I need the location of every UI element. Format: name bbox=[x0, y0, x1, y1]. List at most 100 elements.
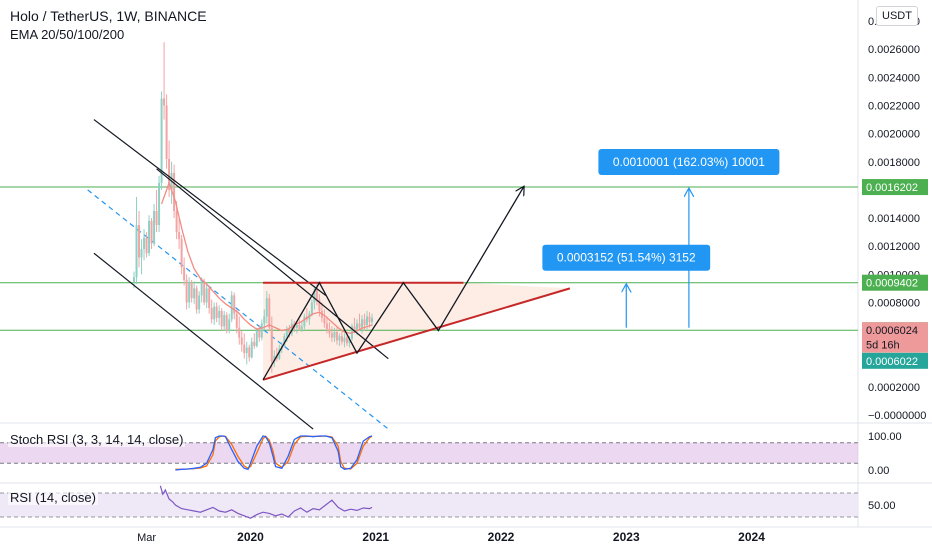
candle bbox=[233, 292, 236, 320]
candle bbox=[178, 218, 181, 249]
x-tick-label: 2024 bbox=[738, 530, 765, 544]
candle bbox=[220, 308, 223, 331]
candle-body bbox=[360, 319, 363, 328]
y-tick-label: 0.0024000 bbox=[868, 72, 920, 84]
candle-body bbox=[240, 337, 243, 345]
candle bbox=[195, 285, 198, 314]
rsi-line bbox=[159, 485, 373, 519]
candle bbox=[333, 327, 336, 342]
candle bbox=[260, 319, 263, 341]
projection-zigzag bbox=[262, 187, 524, 381]
x-tick-label: 2023 bbox=[613, 530, 640, 544]
candle bbox=[253, 333, 256, 349]
candle bbox=[343, 333, 346, 348]
candle-body bbox=[163, 98, 166, 106]
candle-body bbox=[345, 337, 348, 344]
candle bbox=[198, 291, 201, 314]
candle bbox=[355, 319, 358, 335]
candle bbox=[335, 326, 338, 345]
y-tick-label: 0.0020000 bbox=[868, 129, 920, 141]
candle bbox=[145, 232, 148, 258]
candle bbox=[140, 239, 143, 275]
candle-body bbox=[138, 225, 141, 258]
candle-body bbox=[148, 220, 151, 254]
price-badge-text: 0.0006022 bbox=[866, 356, 918, 368]
candle bbox=[283, 333, 286, 348]
currency-button[interactable]: USDT bbox=[876, 6, 918, 26]
candle-body bbox=[365, 316, 368, 325]
candle bbox=[230, 291, 233, 323]
level-badge-box bbox=[862, 179, 928, 196]
measure-label-text: 0.0010001 (162.03%) 10001 bbox=[613, 155, 765, 169]
candle bbox=[250, 337, 253, 359]
candle bbox=[215, 302, 218, 323]
candle-body bbox=[165, 105, 168, 159]
candle-body bbox=[313, 289, 316, 303]
candle bbox=[303, 313, 306, 330]
candle-body bbox=[250, 341, 253, 358]
candle bbox=[255, 327, 258, 348]
candle-body bbox=[300, 326, 303, 330]
candle-body bbox=[343, 337, 346, 342]
level-badge-text: 0.0009402 bbox=[866, 278, 918, 290]
candle-body bbox=[215, 306, 218, 318]
triangle-bottom-line bbox=[262, 287, 571, 381]
candle-body bbox=[315, 289, 318, 300]
candle-body bbox=[233, 295, 236, 314]
candle-body bbox=[255, 330, 258, 347]
candle-body bbox=[363, 319, 366, 325]
channel-line bbox=[93, 119, 327, 296]
price-badge-text: 0.0006024 bbox=[866, 325, 918, 337]
level-badge: 0.0016202 bbox=[862, 179, 928, 196]
candle-body bbox=[348, 339, 351, 344]
symbol-title: Holo / TetherUS, 1W, BINANCE bbox=[8, 8, 209, 24]
dashed-trendline bbox=[87, 189, 389, 430]
candle-body bbox=[371, 317, 374, 323]
candle bbox=[225, 312, 228, 334]
candle-body bbox=[190, 282, 193, 299]
candle-body bbox=[245, 347, 248, 354]
candle-body bbox=[238, 327, 241, 338]
y-tick-label: −0.0000000 bbox=[868, 410, 926, 422]
candle-body bbox=[268, 298, 271, 328]
candle-body bbox=[140, 248, 143, 258]
candle-body bbox=[183, 267, 186, 280]
candle bbox=[185, 274, 188, 310]
candle-body bbox=[258, 330, 261, 338]
candle-body bbox=[340, 336, 343, 342]
candle-body bbox=[333, 331, 336, 338]
candle-body bbox=[160, 98, 163, 183]
candle-body bbox=[368, 316, 371, 323]
candle-body bbox=[195, 288, 198, 310]
candle-body bbox=[295, 324, 298, 328]
y-tick-label: 0.0014000 bbox=[868, 213, 920, 225]
candle bbox=[258, 324, 261, 342]
candle-body bbox=[213, 306, 216, 320]
candle bbox=[135, 196, 138, 285]
candle bbox=[338, 333, 341, 347]
measure-label: 0.0010001 (162.03%) 10001 bbox=[598, 149, 780, 176]
stoch-tick-label: 0.00 bbox=[868, 465, 889, 477]
ema-line bbox=[160, 180, 373, 335]
candle-body bbox=[235, 313, 238, 328]
candle-body bbox=[290, 323, 293, 334]
candle bbox=[173, 164, 176, 219]
candle bbox=[183, 257, 186, 286]
x-tick-label: 2022 bbox=[488, 530, 515, 544]
candle-body bbox=[325, 323, 328, 330]
candle-body bbox=[355, 323, 358, 330]
candle bbox=[298, 319, 301, 331]
candle-body bbox=[150, 220, 153, 244]
candle bbox=[273, 350, 276, 368]
candle bbox=[371, 313, 374, 327]
candle-body bbox=[270, 327, 273, 362]
candle-body bbox=[158, 182, 161, 226]
candle-body bbox=[175, 211, 178, 233]
candle-body bbox=[338, 336, 341, 341]
candle-body bbox=[145, 237, 148, 254]
candle bbox=[205, 282, 208, 309]
candle-body bbox=[253, 341, 256, 347]
price-badge-text: 5d 16h bbox=[866, 340, 900, 352]
candle-body bbox=[153, 211, 156, 244]
